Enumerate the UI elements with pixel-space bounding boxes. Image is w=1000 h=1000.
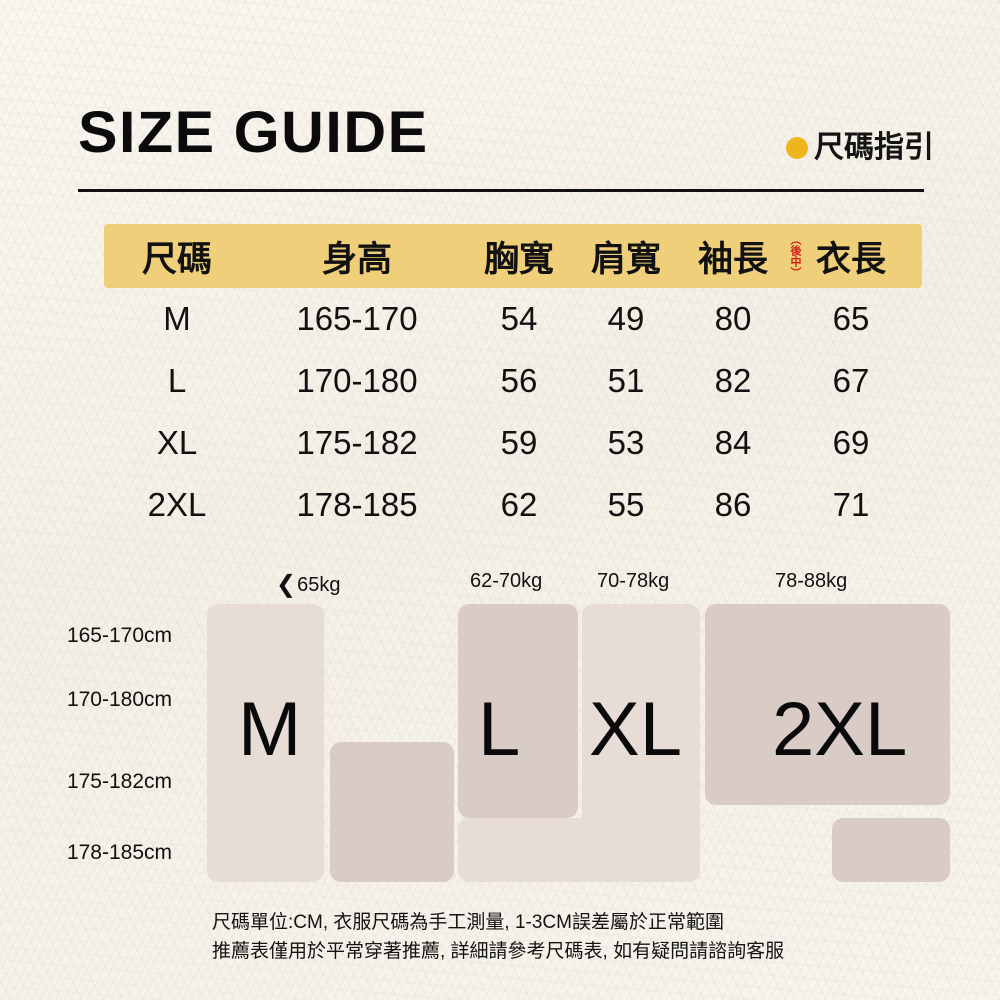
chart-block-m-main bbox=[207, 604, 324, 882]
table-row: XL 175-182 59 53 84 69 bbox=[104, 412, 922, 474]
chart-block-2xl-main bbox=[705, 604, 950, 805]
th-chest: 胸寬 bbox=[483, 239, 554, 279]
chart-block-m-lower bbox=[330, 742, 454, 882]
weight-label-2: 70-78kg bbox=[597, 570, 670, 592]
subtitle-text: 尺碼指引 bbox=[814, 131, 934, 164]
th-height: 身高 bbox=[321, 239, 392, 279]
chart-block-xl-main bbox=[582, 604, 700, 882]
th-sleeve: 袖長 （後中） bbox=[678, 231, 801, 282]
cell-height: 165-170 bbox=[296, 300, 418, 337]
cell-chest: 62 bbox=[500, 486, 538, 523]
chart-block-2xl-lower bbox=[832, 818, 950, 882]
th-sleeve-label: 袖長 bbox=[697, 239, 768, 279]
cell-size: L bbox=[167, 362, 187, 399]
cell-length: 69 bbox=[832, 424, 870, 461]
height-label-0: 165-170cm bbox=[66, 624, 172, 647]
page-title: SIZE GUIDE bbox=[78, 100, 429, 165]
cell-size: 2XL bbox=[147, 486, 207, 523]
cell-height: 178-185 bbox=[296, 486, 418, 523]
th-size: 尺碼 bbox=[141, 239, 212, 279]
cell-sleeve: 86 bbox=[714, 486, 752, 523]
cell-height: 175-182 bbox=[296, 424, 418, 461]
cell-length: 65 bbox=[832, 300, 870, 337]
weight-label-0: ❮65kg bbox=[276, 570, 340, 599]
weight-label-0-text: 65kg bbox=[297, 574, 341, 596]
footer-line-2: 推薦表僅用於平常穿著推薦, 詳細請參考尺碼表, 如有疑問請諮詢客服 bbox=[212, 941, 785, 963]
weight-label-1: 62-70kg bbox=[470, 570, 543, 592]
subtitle-group: 尺碼指引 bbox=[786, 133, 934, 163]
cell-size: M bbox=[163, 300, 191, 337]
table-header-row: 尺碼 身高 胸寬 肩寬 袖長 （後中） 衣長 bbox=[104, 224, 922, 288]
chart-label-2xl: 2XL bbox=[772, 687, 908, 772]
chart-block-l-main bbox=[458, 604, 578, 818]
cell-shoulder: 51 bbox=[607, 362, 645, 399]
table-row: M 165-170 54 49 80 65 bbox=[104, 288, 922, 350]
th-length: 衣長 bbox=[815, 239, 886, 279]
cell-chest: 56 bbox=[500, 362, 538, 399]
cell-sleeve: 82 bbox=[714, 362, 752, 399]
cell-height: 170-180 bbox=[296, 362, 418, 399]
th-sleeve-note: （後中） bbox=[789, 234, 801, 278]
bullet-dot-icon bbox=[786, 137, 808, 159]
cell-sleeve: 84 bbox=[714, 424, 752, 461]
chart-label-xl: XL bbox=[589, 687, 682, 772]
cell-chest: 54 bbox=[500, 300, 538, 337]
weight-label-3: 78-88kg bbox=[775, 570, 848, 592]
table-row: 2XL 178-185 62 55 86 71 bbox=[104, 474, 922, 536]
footer-notes: 尺碼單位:CM, 衣服尺碼為手工測量, 1-3CM誤差屬於正常範圍 推薦表僅用於… bbox=[212, 908, 972, 967]
height-label-3: 178-185cm bbox=[66, 841, 172, 864]
cell-shoulder: 53 bbox=[607, 424, 645, 461]
cell-shoulder: 55 bbox=[607, 486, 645, 523]
height-label-2: 175-182cm bbox=[66, 770, 172, 793]
cell-size: XL bbox=[156, 424, 198, 461]
less-than-icon: ❮ bbox=[276, 571, 297, 598]
table-row: L 170-180 56 51 82 67 bbox=[104, 350, 922, 412]
chart-label-l: L bbox=[478, 687, 521, 772]
height-label-1: 170-180cm bbox=[66, 688, 172, 711]
size-table: 尺碼 身高 胸寬 肩寬 袖長 （後中） 衣長 M 165-170 54 49 8… bbox=[104, 224, 922, 536]
th-shoulder: 肩寬 bbox=[590, 239, 661, 279]
cell-shoulder: 49 bbox=[607, 300, 645, 337]
header-divider bbox=[78, 189, 924, 192]
cell-length: 71 bbox=[832, 486, 870, 523]
chart-label-m: M bbox=[238, 687, 302, 772]
cell-length: 67 bbox=[832, 362, 870, 399]
cell-sleeve: 80 bbox=[714, 300, 752, 337]
cell-chest: 59 bbox=[500, 424, 538, 461]
footer-line-1: 尺碼單位:CM, 衣服尺碼為手工測量, 1-3CM誤差屬於正常範圍 bbox=[212, 912, 724, 933]
